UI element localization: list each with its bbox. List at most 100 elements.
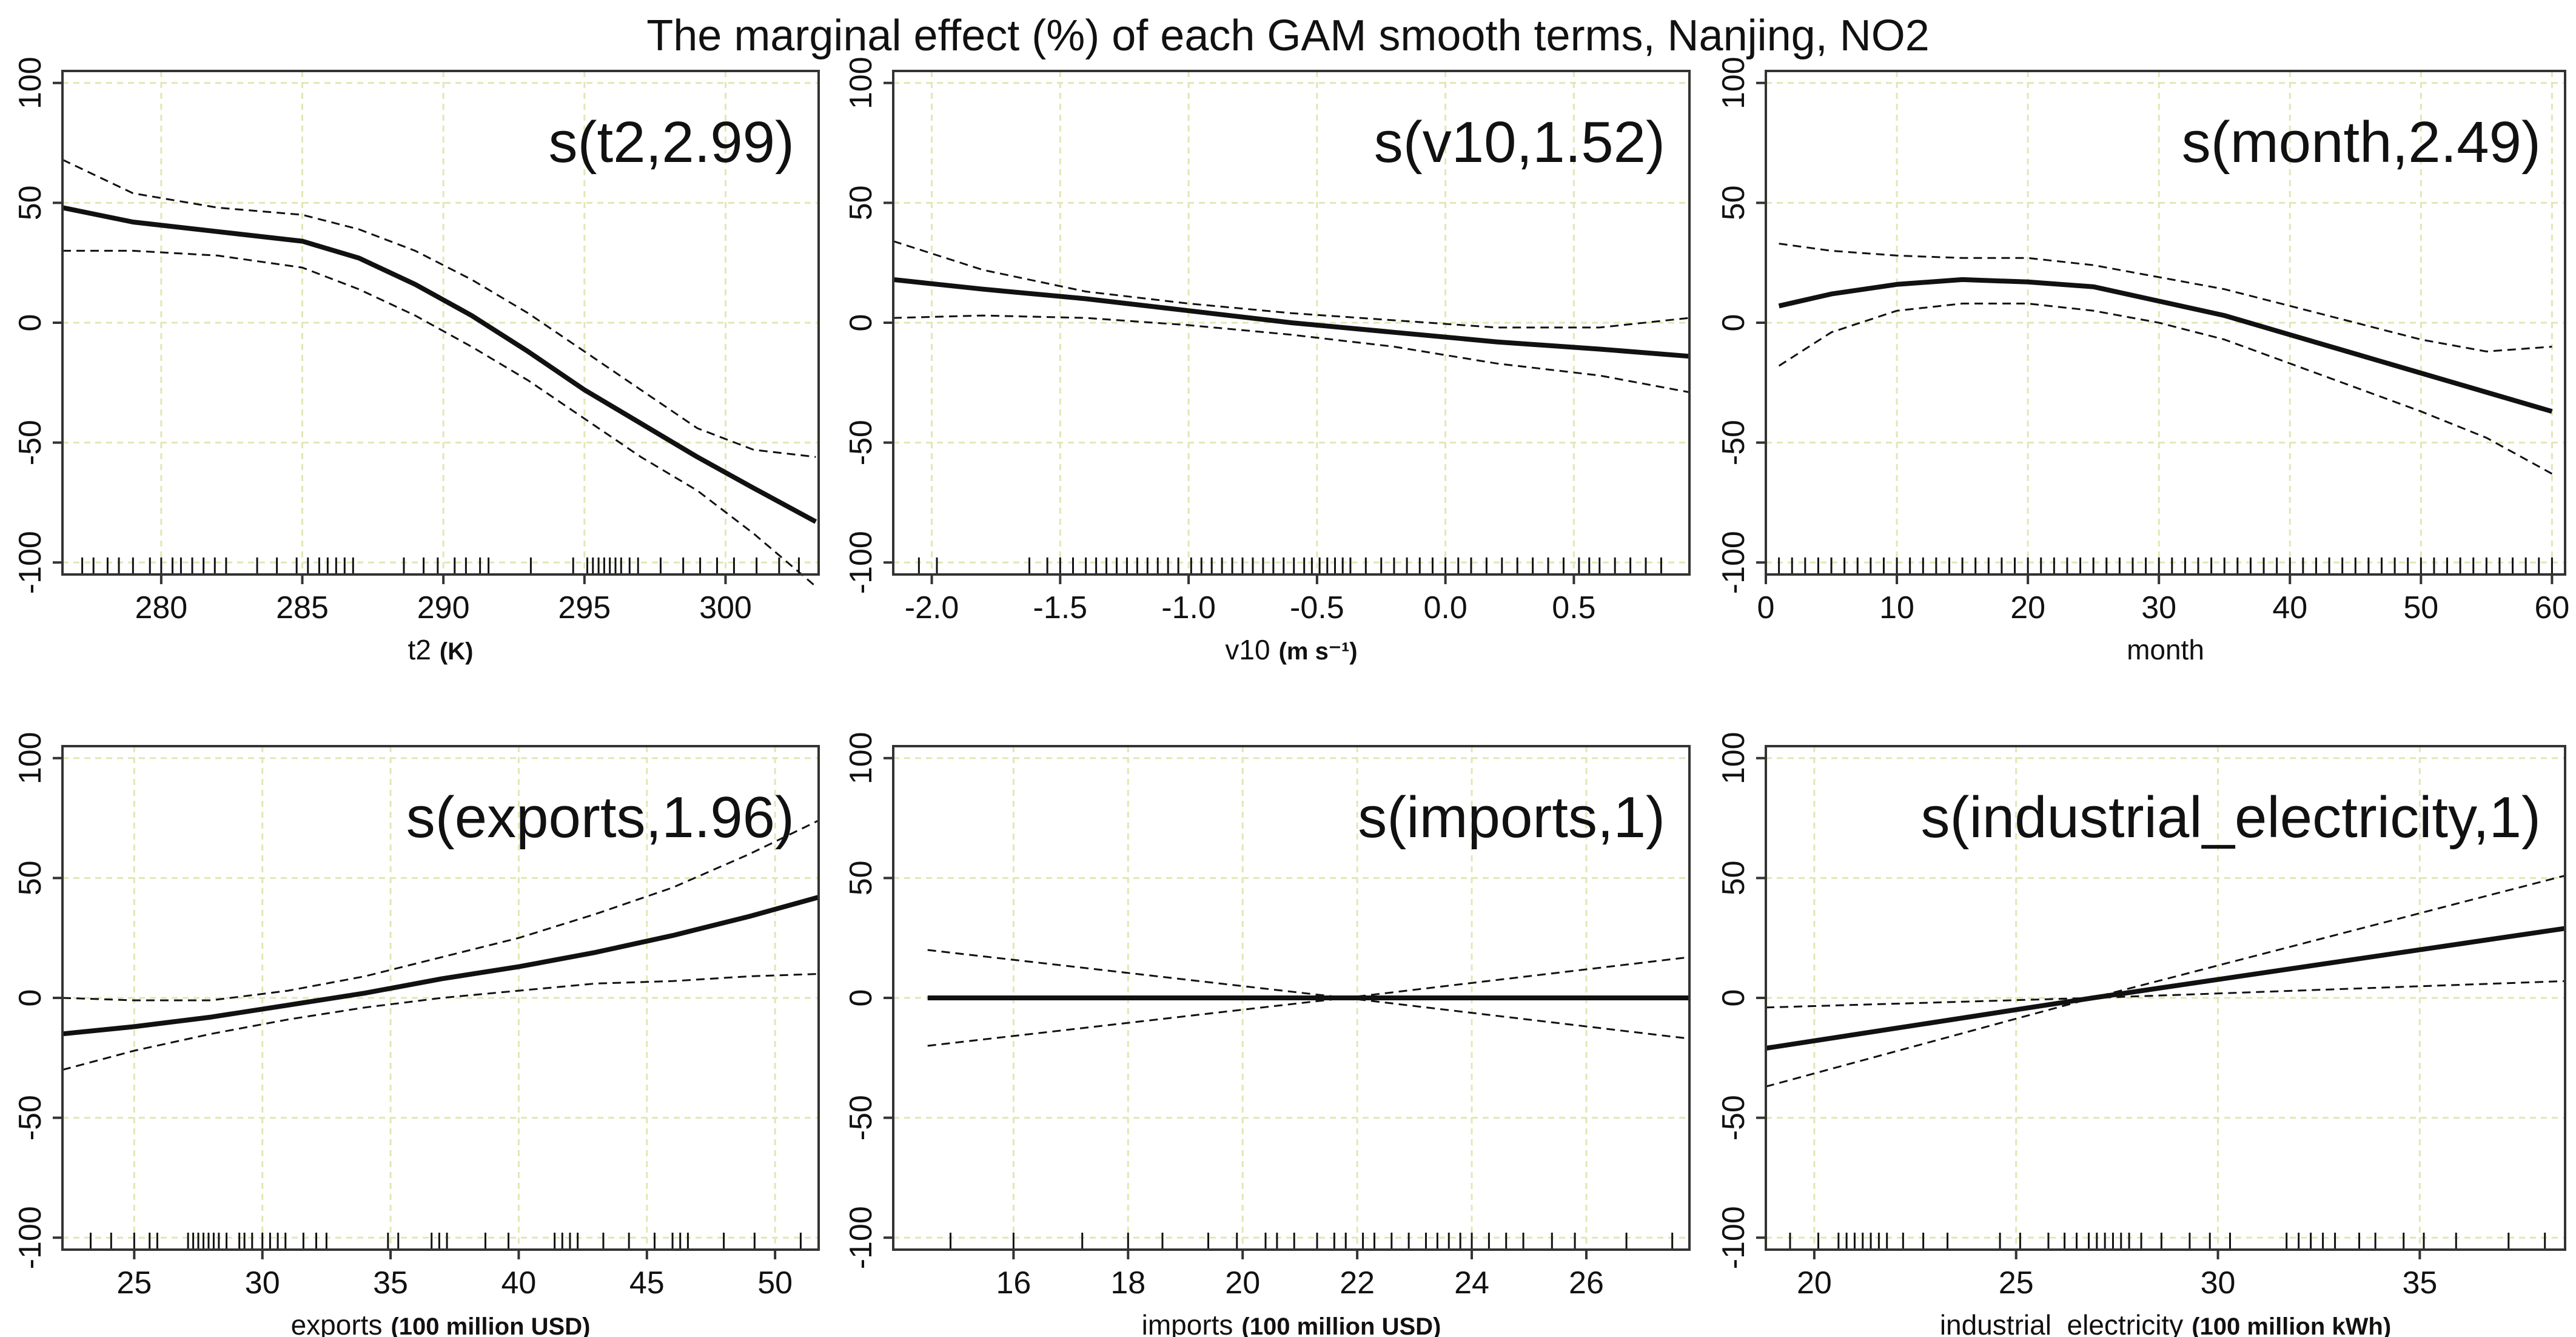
x-tick-label: -1.0 xyxy=(1161,590,1216,625)
y-tick-label: -50 xyxy=(844,420,879,465)
x-tick-label: 24 xyxy=(1454,1265,1489,1301)
y-tick-label: -50 xyxy=(1716,1095,1751,1140)
x-axis-label: imports (100 million USD) xyxy=(1142,1309,1441,1337)
y-tick-label: 100 xyxy=(1716,732,1751,784)
x-tick-label: -2.0 xyxy=(905,590,959,625)
x-axis-label-main: t2 xyxy=(408,634,431,665)
figure-title: The marginal effect (%) of each GAM smoo… xyxy=(646,12,1930,60)
y-tick-label: -100 xyxy=(1716,531,1751,594)
panel-6: 20 25 30 35 -100 -50 0 50 100 industrial_electric… xyxy=(1716,732,2566,1337)
y-tick-label: -50 xyxy=(1716,420,1751,465)
y-tick-label: -100 xyxy=(844,531,879,594)
smooth-fit-line xyxy=(62,895,820,1037)
smooth-fit-line xyxy=(1765,926,2566,1051)
smooth-term-label: s(t2,2.99) xyxy=(548,110,794,175)
x-tick-label: 30 xyxy=(2201,1265,2236,1301)
x-tick-label: 30 xyxy=(2141,590,2176,625)
y-tick-label: 0 xyxy=(1716,989,1751,1007)
y-tick-label: -50 xyxy=(13,420,48,465)
x-tick-label: -0.5 xyxy=(1290,590,1344,625)
y-tick-label: -100 xyxy=(1716,1206,1751,1269)
x-axis-label-unit: (K) xyxy=(440,638,474,665)
x-tick-label: 20 xyxy=(1797,1265,1832,1301)
x-axis-label-unit: (100 million USD) xyxy=(391,1313,590,1337)
x-tick-label: 35 xyxy=(373,1265,408,1301)
x-tick-label: 50 xyxy=(2403,590,2438,625)
x-axis-label-unit: (100 million USD) xyxy=(1241,1313,1441,1337)
panel-5: 16 18 20 22 24 26 -100 -50 0 50 100 imports (100 mil… xyxy=(844,732,1691,1337)
x-axis-label-unit: (m s⁻¹) xyxy=(1279,638,1358,665)
x-tick-label: 0.5 xyxy=(1552,590,1595,625)
y-tick-label: -50 xyxy=(844,1095,879,1140)
upper-ci-line xyxy=(62,820,819,1002)
x-tick-label: 22 xyxy=(1340,1265,1375,1301)
upper-ci-line xyxy=(1779,243,2552,352)
x-tick-label: 45 xyxy=(629,1265,665,1301)
x-axis-label: v10 (m s⁻¹) xyxy=(1225,634,1357,665)
y-tick-label: 50 xyxy=(844,860,879,895)
smooth-fit-line xyxy=(1778,277,2553,414)
x-tick-label: 35 xyxy=(2402,1265,2437,1301)
x-tick-label: 300 xyxy=(699,590,752,625)
y-tick-label: 0 xyxy=(13,989,48,1007)
lower-ci-line xyxy=(62,973,819,1071)
lower-ci-line xyxy=(62,249,817,587)
smooth-term-label: s(month,2.49) xyxy=(2182,110,2541,175)
lower-ci-line xyxy=(1765,980,2566,1088)
x-axis-label-main: exports xyxy=(291,1309,383,1337)
y-tick-label: 50 xyxy=(13,185,48,220)
y-tick-label: 50 xyxy=(844,185,879,220)
x-tick-label: 290 xyxy=(417,590,470,625)
y-tick-label: 50 xyxy=(13,860,48,895)
x-tick-label: 30 xyxy=(245,1265,280,1301)
panel-4: 25 30 35 40 45 50 -100 -50 0 50 100 exports (100 mil… xyxy=(13,732,820,1337)
x-axis-label: exports (100 million USD) xyxy=(291,1309,591,1337)
y-tick-label: 100 xyxy=(1716,56,1751,109)
y-tick-label: 0 xyxy=(1716,314,1751,332)
y-tick-label: -50 xyxy=(13,1095,48,1140)
upper-ci-line xyxy=(893,240,1690,329)
x-axis-label-main: month xyxy=(2127,634,2204,665)
smooth-fit-line xyxy=(893,277,1690,359)
upper-ci-line xyxy=(927,949,1690,999)
y-tick-label: -100 xyxy=(13,531,48,594)
x-tick-label: 50 xyxy=(757,1265,793,1301)
x-tick-label: 26 xyxy=(1569,1265,1604,1301)
panel-1: 280 285 290 295 300 -100 -50 0 50 100 t2 (K) s(t2,2.… xyxy=(13,56,820,665)
x-axis-label: industrial_electricity (100 million kWh) xyxy=(1940,1309,2391,1337)
x-tick-label: 295 xyxy=(558,590,611,625)
x-tick-label: 40 xyxy=(501,1265,537,1301)
y-tick-label: 0 xyxy=(844,989,879,1007)
x-tick-label: -1.5 xyxy=(1033,590,1088,625)
smooth-term-label: s(v10,1.52) xyxy=(1374,110,1665,175)
smooth-term-label: s(exports,1.96) xyxy=(406,785,794,850)
y-tick-label: 100 xyxy=(844,56,879,109)
panel-2: -2.0 -1.5 -1.0 -0.5 0.0 0.5 -100 -50 0 50 100 v10 (m… xyxy=(844,56,1691,665)
x-tick-label: 25 xyxy=(116,1265,152,1301)
y-tick-label: 50 xyxy=(1716,185,1751,220)
smooth-term-label: s(imports,1) xyxy=(1358,785,1665,850)
x-tick-label: 20 xyxy=(1225,1265,1260,1301)
x-tick-label: 10 xyxy=(1879,590,1914,625)
y-tick-label: -100 xyxy=(844,1206,879,1269)
x-tick-label: 285 xyxy=(276,590,329,625)
upper-ci-line xyxy=(62,158,816,458)
lower-ci-line xyxy=(927,997,1690,1047)
x-tick-label: 60 xyxy=(2534,590,2569,625)
x-tick-label: 280 xyxy=(135,590,187,625)
x-axis-label: t2 (K) xyxy=(408,634,474,665)
y-tick-label: 0 xyxy=(844,314,879,332)
y-tick-label: 50 xyxy=(1716,860,1751,895)
y-tick-label: 100 xyxy=(844,732,879,784)
x-axis-label-unit: (100 million kWh) xyxy=(2192,1313,2391,1337)
smooth-fit-line xyxy=(62,205,817,524)
y-tick-label: 100 xyxy=(13,732,48,784)
y-tick-label: 100 xyxy=(13,56,48,109)
x-tick-label: 25 xyxy=(1999,1265,2034,1301)
lower-ci-line xyxy=(893,314,1690,394)
lower-ci-line xyxy=(1778,302,2553,475)
smooth-term-label: s(industrial_electricity,1) xyxy=(1920,785,2541,850)
x-tick-label: 0.0 xyxy=(1423,590,1467,625)
y-tick-label: -100 xyxy=(13,1206,48,1269)
x-tick-label: 16 xyxy=(996,1265,1031,1301)
